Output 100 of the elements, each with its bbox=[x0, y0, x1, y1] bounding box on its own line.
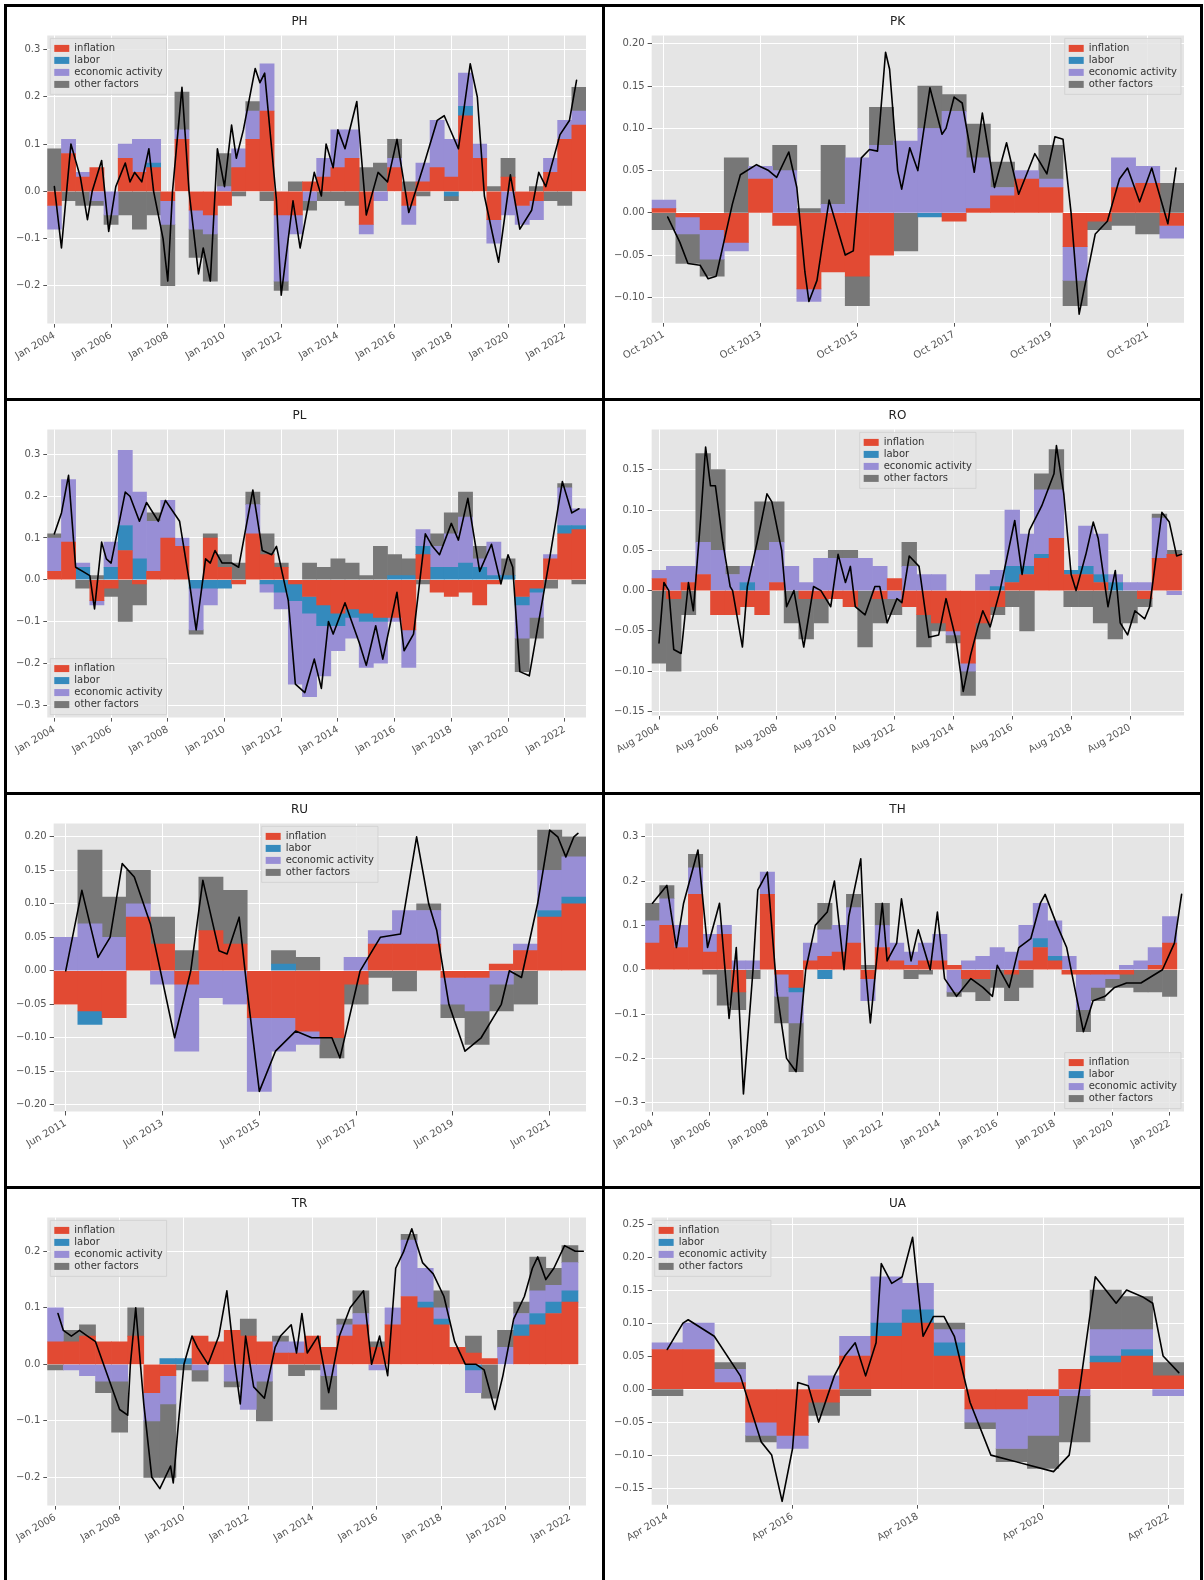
legend-label: economic activity bbox=[74, 1247, 163, 1259]
legend-label: inflation bbox=[1088, 41, 1130, 53]
y-tick-label: 0.10 bbox=[622, 1316, 645, 1328]
y-tick-label: 0.20 bbox=[24, 830, 47, 842]
y-tick-label: 0.0 bbox=[24, 1357, 41, 1369]
legend-label: economic activity bbox=[1088, 65, 1178, 77]
y-tick-label: 0.00 bbox=[622, 1382, 645, 1394]
y-tick-label: 0.3 bbox=[24, 43, 41, 55]
y-tick-label: 0.15 bbox=[24, 863, 47, 875]
y-tick-label: 0.05 bbox=[24, 930, 47, 942]
y-tick-label: 0.05 bbox=[622, 543, 645, 555]
y-tick-label: 0.10 bbox=[24, 897, 47, 909]
y-tick-label: −0.10 bbox=[15, 1031, 47, 1043]
y-tick-label: 0.2 bbox=[24, 90, 41, 102]
y-tick-label: −0.15 bbox=[613, 705, 645, 717]
legend-label: labor bbox=[1088, 53, 1116, 65]
y-tick-label: 0.0 bbox=[24, 573, 41, 585]
chart-title: TH bbox=[888, 802, 906, 817]
y-tick-label: 0.1 bbox=[24, 531, 41, 543]
y-tick-label: 0.05 bbox=[622, 1349, 645, 1361]
legend-label: economic activity bbox=[285, 853, 375, 865]
chart-title: TR bbox=[290, 1196, 308, 1211]
chart-title: PH bbox=[291, 14, 308, 29]
y-tick-label: −0.05 bbox=[613, 1415, 645, 1427]
y-tick-label: −0.20 bbox=[15, 1098, 47, 1110]
y-tick-label: −0.2 bbox=[15, 656, 41, 668]
legend-label: labor bbox=[1088, 1068, 1116, 1080]
y-tick-label: 0.10 bbox=[622, 121, 645, 133]
y-tick-label: 0.3 bbox=[622, 830, 639, 842]
y-tick-label: 0.00 bbox=[622, 584, 645, 596]
y-tick-label: 0.2 bbox=[622, 874, 639, 886]
y-tick-label: 0.1 bbox=[24, 137, 41, 149]
y-tick-label: 0.0 bbox=[24, 184, 41, 196]
x-tick-label: Jan 2020 bbox=[465, 723, 511, 756]
y-tick-label: 0.20 bbox=[622, 37, 645, 49]
y-tick-label: 0.15 bbox=[622, 463, 645, 475]
legend-label: other factors bbox=[74, 77, 139, 89]
y-tick-label: 0.10 bbox=[622, 503, 645, 515]
legend-label: labor bbox=[74, 53, 101, 65]
y-tick-label: 0.15 bbox=[622, 79, 645, 91]
x-tick-label: Apr 2020 bbox=[1000, 1510, 1046, 1543]
y-tick-label: −0.2 bbox=[15, 279, 41, 291]
y-tick-label: 0.15 bbox=[622, 1283, 645, 1295]
y-tick-label: 0.05 bbox=[622, 164, 645, 176]
y-tick-label: −0.10 bbox=[613, 1448, 645, 1460]
legend-label: labor bbox=[285, 841, 313, 853]
y-tick-label: 0.00 bbox=[24, 964, 47, 976]
x-tick-label: Jan 2020 bbox=[465, 329, 511, 362]
legend-label: other factors bbox=[883, 471, 949, 483]
x-tick-label: Aug 2020 bbox=[1085, 721, 1133, 755]
y-tick-label: −0.10 bbox=[613, 290, 645, 302]
legend-label: other factors bbox=[1088, 77, 1154, 89]
legend-label: inflation bbox=[883, 435, 925, 447]
y-tick-label: −0.10 bbox=[613, 664, 645, 676]
legend-label: labor bbox=[74, 1235, 101, 1247]
legend-label: labor bbox=[678, 1235, 706, 1247]
legend-label: economic activity bbox=[883, 459, 973, 471]
chart-title: UA bbox=[889, 1196, 907, 1211]
y-tick-label: −0.3 bbox=[15, 698, 41, 710]
y-tick-label: 0.20 bbox=[622, 1250, 645, 1262]
x-tick-label: Oct 2019 bbox=[1007, 328, 1054, 361]
legend-label: other factors bbox=[1088, 1092, 1154, 1104]
y-tick-label: −0.15 bbox=[613, 1481, 645, 1493]
y-tick-label: 0.1 bbox=[622, 918, 639, 930]
legend-label: labor bbox=[74, 674, 101, 686]
legend-label: other factors bbox=[74, 1259, 139, 1271]
y-tick-label: −0.05 bbox=[613, 248, 645, 260]
x-tick-label: Jan 2022 bbox=[527, 1511, 573, 1544]
legend-label: inflation bbox=[74, 1223, 115, 1235]
chart-title: PL bbox=[292, 408, 307, 423]
y-tick-label: −0.05 bbox=[15, 997, 47, 1009]
y-tick-label: −0.1 bbox=[15, 232, 41, 244]
y-tick-label: −0.2 bbox=[15, 1470, 41, 1482]
legend-label: inflation bbox=[678, 1223, 720, 1235]
y-tick-label: −0.2 bbox=[613, 1051, 639, 1063]
legend-label: other factors bbox=[285, 865, 351, 877]
legend-label: inflation bbox=[74, 662, 115, 674]
legend-label: inflation bbox=[74, 41, 115, 53]
y-tick-label: −0.3 bbox=[613, 1096, 639, 1108]
chart-title: RU bbox=[290, 802, 309, 817]
legend-label: other factors bbox=[74, 698, 139, 710]
legend-label: labor bbox=[883, 447, 911, 459]
x-tick-label: Jan 2010 bbox=[141, 1511, 187, 1544]
legend-label: economic activity bbox=[74, 65, 163, 77]
chart-title: PK bbox=[889, 14, 907, 29]
legend-label: other factors bbox=[678, 1259, 743, 1271]
legend-label: economic activity bbox=[74, 686, 163, 698]
legend-label: inflation bbox=[285, 829, 327, 841]
y-tick-label: −0.05 bbox=[613, 624, 645, 636]
y-tick-label: −0.15 bbox=[15, 1064, 47, 1076]
y-tick-label: 0.3 bbox=[24, 448, 41, 460]
y-tick-label: −0.1 bbox=[15, 1414, 41, 1426]
x-tick-label: Jan 2010 bbox=[782, 1117, 828, 1150]
y-tick-label: 0.0 bbox=[622, 963, 639, 975]
y-tick-label: 0.2 bbox=[24, 1244, 41, 1256]
y-tick-label: 0.25 bbox=[622, 1217, 645, 1229]
legend-label: inflation bbox=[1088, 1056, 1130, 1068]
legend-label: economic activity bbox=[678, 1247, 768, 1259]
y-tick-label: −0.1 bbox=[613, 1007, 639, 1019]
y-tick-label: 0.1 bbox=[24, 1301, 41, 1313]
